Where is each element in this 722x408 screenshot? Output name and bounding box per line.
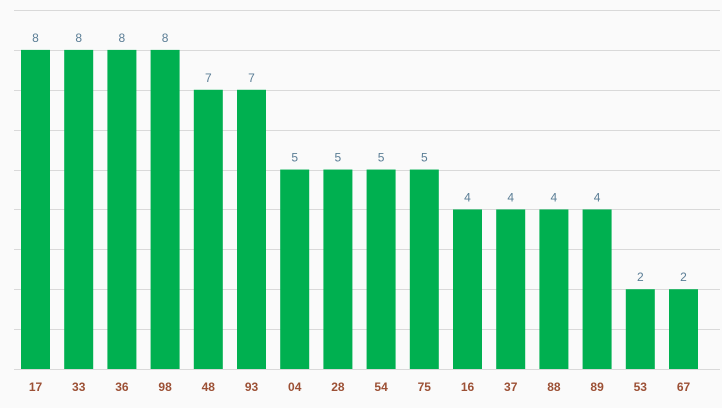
- x-tick-label: 98: [158, 380, 172, 394]
- bar: [366, 169, 396, 369]
- x-tick-label: 53: [634, 380, 648, 394]
- bar: [64, 49, 94, 370]
- data-label: 5: [421, 151, 428, 165]
- bar: [496, 209, 526, 369]
- bar: [280, 169, 310, 369]
- bar: [539, 209, 569, 369]
- x-tick-label: 33: [72, 380, 86, 394]
- bar: [323, 169, 353, 369]
- x-tick-label: 16: [461, 380, 475, 394]
- bar: [453, 209, 482, 369]
- data-label: 4: [594, 190, 601, 204]
- data-label: 7: [205, 71, 212, 85]
- bar: [150, 49, 180, 370]
- x-tick-label: 88: [547, 380, 561, 394]
- data-label: 5: [378, 151, 385, 165]
- data-label: 4: [464, 190, 471, 204]
- bar: [582, 209, 612, 369]
- bar: [669, 289, 698, 369]
- x-tick-label: 48: [202, 380, 216, 394]
- bar: [21, 49, 50, 370]
- x-tick-label: 89: [590, 380, 604, 394]
- data-label: 8: [119, 31, 126, 45]
- bar: [625, 289, 655, 369]
- bar: [409, 169, 439, 369]
- data-label: 4: [507, 190, 514, 204]
- x-tick-label: 36: [115, 380, 129, 394]
- bar: [193, 89, 223, 370]
- data-label: 5: [291, 151, 298, 165]
- data-label: 5: [335, 151, 342, 165]
- x-tick-label: 04: [288, 380, 302, 394]
- data-label: 4: [551, 190, 558, 204]
- data-label: 8: [75, 31, 82, 45]
- data-label: 2: [680, 270, 687, 284]
- x-tick-label: 37: [504, 380, 518, 394]
- data-label: 8: [162, 31, 169, 45]
- x-tick-label: 54: [374, 380, 388, 394]
- x-tick-label: 93: [245, 380, 259, 394]
- data-label: 2: [637, 270, 644, 284]
- x-tick-label: 67: [677, 380, 691, 394]
- bar: [107, 49, 137, 370]
- x-tick-label: 28: [331, 380, 345, 394]
- data-label: 8: [32, 31, 39, 45]
- data-label: 7: [248, 71, 255, 85]
- x-tick-label: 17: [29, 380, 43, 394]
- bar: [237, 89, 266, 370]
- x-tick-label: 75: [418, 380, 432, 394]
